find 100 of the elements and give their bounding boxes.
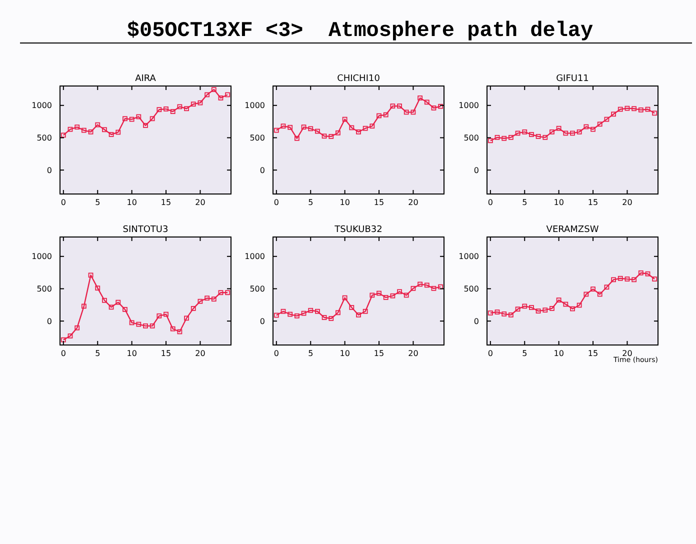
x-tick-label: 20 [408, 349, 418, 358]
point [294, 136, 300, 141]
point [204, 296, 210, 301]
point [143, 323, 148, 328]
point [536, 308, 541, 314]
point [638, 107, 644, 112]
point [280, 124, 286, 129]
point [177, 104, 182, 110]
x-tick-label: 5 [95, 349, 100, 358]
x-tick-label: 5 [522, 198, 528, 207]
point [418, 96, 423, 100]
y-tick-label: 1000 [458, 101, 479, 110]
point [328, 134, 334, 139]
y-tick-label: 1000 [244, 252, 265, 262]
point [652, 276, 658, 282]
point [190, 306, 196, 311]
point [198, 100, 203, 106]
point [362, 126, 368, 131]
point [645, 106, 650, 112]
point [383, 295, 388, 300]
point [597, 292, 602, 297]
y-tick-label: 0 [46, 166, 52, 175]
point [645, 271, 650, 276]
point [424, 100, 430, 105]
point [129, 116, 134, 122]
point [184, 106, 189, 112]
point [225, 92, 230, 98]
point [438, 104, 444, 109]
y-tick-label: 1000 [32, 101, 52, 110]
y-tick-label: 500 [250, 284, 265, 294]
point [88, 129, 94, 134]
point [404, 110, 409, 115]
point [529, 305, 534, 310]
y-tick-label: 500 [36, 134, 52, 143]
y-tick-label: 500 [36, 284, 52, 294]
x-tick-label: 20 [622, 349, 632, 358]
point [383, 112, 388, 118]
point [632, 277, 637, 282]
point [322, 134, 327, 139]
point [274, 128, 279, 133]
chart-title: VERAMZSW [546, 225, 599, 235]
x-tick-label: 10 [554, 198, 564, 207]
y-tick-label: 500 [464, 134, 479, 143]
point [515, 306, 520, 312]
point [542, 308, 548, 313]
x-tick-label: 0 [488, 349, 493, 358]
point [556, 298, 562, 303]
x-tick-label: 20 [195, 198, 206, 207]
chart-title: TSUKUB32 [334, 225, 382, 235]
point [356, 129, 361, 134]
point [108, 132, 114, 137]
x-tick-label: 5 [95, 198, 100, 207]
point [60, 337, 66, 342]
point [376, 113, 382, 118]
point [502, 312, 507, 316]
point [190, 102, 196, 107]
x-tick-label: 10 [126, 349, 137, 358]
point [584, 292, 589, 297]
point [362, 308, 368, 314]
x-tick-label: 20 [408, 198, 418, 207]
point [576, 302, 582, 308]
point [156, 313, 162, 318]
point [597, 122, 602, 127]
y-tick-label: 0 [46, 316, 52, 326]
point [488, 138, 493, 144]
point [536, 134, 541, 139]
y-tick-label: 0 [474, 316, 479, 326]
point [301, 124, 306, 130]
point [563, 302, 568, 307]
y-tick-label: 500 [464, 284, 479, 294]
point [404, 292, 409, 298]
point [576, 129, 582, 134]
point [81, 304, 86, 309]
point [418, 282, 423, 287]
point [342, 116, 348, 122]
point [108, 304, 114, 310]
x-tick-label: 5 [308, 198, 314, 207]
point [184, 316, 189, 321]
x-tick-label: 10 [340, 349, 350, 358]
point [170, 326, 176, 332]
point [390, 293, 396, 298]
x-tick-label: 20 [622, 198, 632, 207]
point [150, 116, 155, 122]
point [164, 312, 168, 317]
x-tick-label: 5 [308, 349, 314, 358]
point [370, 292, 375, 298]
point [563, 130, 568, 136]
point [116, 300, 121, 305]
point [218, 96, 224, 100]
point [502, 136, 507, 141]
point [315, 128, 320, 134]
point [136, 322, 142, 327]
point [211, 296, 216, 302]
point [584, 124, 589, 130]
point [211, 87, 216, 92]
point [342, 295, 348, 300]
point [410, 110, 416, 115]
point [390, 104, 396, 108]
y-tick-label: 1000 [244, 101, 265, 110]
point [218, 290, 224, 296]
